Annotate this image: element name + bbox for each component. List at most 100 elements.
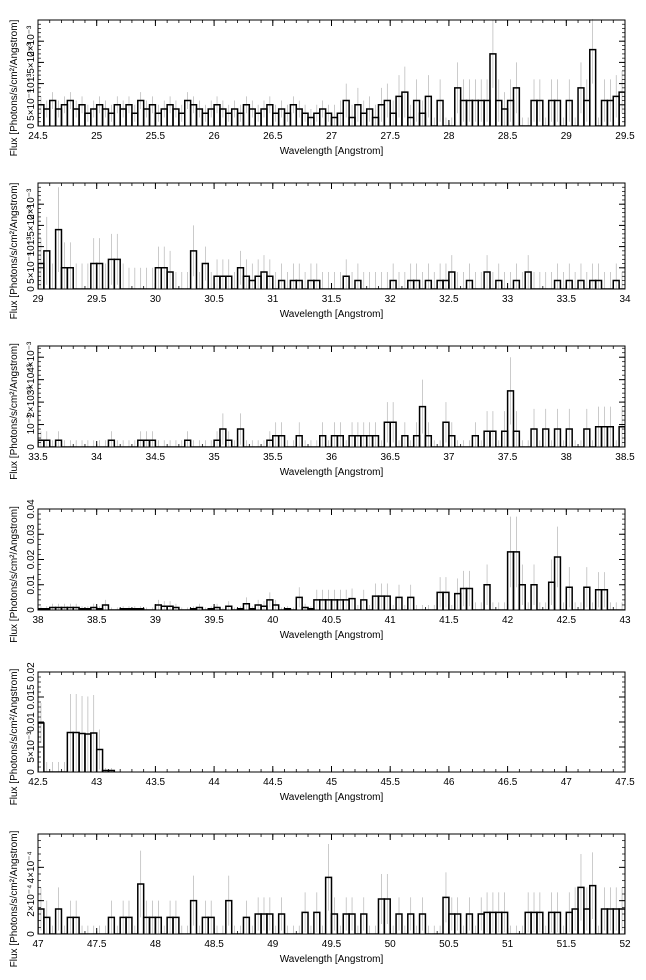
histogram-bin [336, 435, 344, 447]
x-tick-label: 41.5 [439, 615, 459, 626]
histogram-bin [465, 279, 474, 289]
histogram-bin [489, 430, 497, 447]
x-tick-label: 47.5 [87, 939, 107, 950]
histogram-bin [383, 898, 391, 934]
x-tick-label: 38.5 [615, 452, 635, 463]
histogram-bin [324, 876, 333, 934]
histogram-bin [113, 258, 121, 289]
x-tick-label: 24.5 [28, 131, 48, 142]
histogram-bin [154, 916, 163, 934]
histogram-bin [542, 428, 550, 447]
histogram-bin [553, 556, 562, 610]
histogram-bin [418, 913, 427, 934]
x-tick-label: 39.5 [204, 615, 224, 626]
x-axis-label: Wavelength [Angstrom] [280, 146, 384, 157]
y-tick-label: 10⁻³ [26, 236, 37, 256]
x-tick-label: 47 [561, 777, 573, 788]
x-tick-label: 46 [443, 777, 455, 788]
y-tick-label: 0 [26, 607, 37, 613]
x-tick-label: 34 [91, 452, 103, 463]
histogram-bin [348, 597, 356, 610]
histogram-bin [295, 596, 303, 610]
histogram-bin [242, 916, 251, 934]
x-tick-label: 49 [267, 939, 279, 950]
histogram-bin [589, 48, 597, 126]
chart-panel-5: 42.5 43 43.5 44 44.5 45 45.5 46 46.5 47 47.5 0 5×10⁻… [9, 662, 635, 806]
histogram-bin [184, 439, 192, 447]
x-tick-label: 36 [326, 452, 338, 463]
plot-area [38, 357, 625, 447]
histogram-bin [512, 279, 521, 289]
x-tick-label: 38 [561, 452, 573, 463]
chart-panel-4: 38 38.5 39 39.5 40 40.5 41 41.5 42 42.5 43 0 0.01 0.0… [9, 499, 631, 643]
y-tick-label: 0 [26, 123, 37, 129]
y-tick-label: 5×10⁻³ [26, 731, 37, 763]
x-tick-label: 31 [267, 294, 279, 305]
histogram-bin [95, 748, 104, 772]
y-tick-label: 4×10⁻⁴ [26, 851, 37, 883]
x-axis-label: Wavelength [Angstrom] [280, 309, 384, 320]
histogram-bin [43, 916, 51, 934]
x-tick-label: 43.5 [146, 777, 166, 788]
x-tick-label: 52 [619, 939, 631, 950]
histogram-bin [454, 913, 462, 934]
y-tick-label: 0.04 [26, 499, 37, 519]
y-axis-label: Flux [Photons/s/cm²/Angstrom] [9, 506, 20, 643]
histogram-bin [242, 602, 251, 610]
histogram-bin [565, 428, 573, 447]
x-tick-label: 47.5 [615, 777, 635, 788]
histogram-bin [125, 916, 133, 934]
y-tick-label: 5×10⁻⁴ [26, 252, 37, 284]
x-tick-label: 32 [385, 294, 397, 305]
y-tick-label: 4×10⁻³ [26, 341, 37, 373]
x-tick-label: 36.5 [380, 452, 400, 463]
plot-area [38, 19, 625, 126]
x-tick-label: 29.5 [615, 131, 635, 142]
histogram-bin [371, 435, 380, 447]
histogram-bin [489, 53, 497, 126]
histogram-bin [189, 899, 198, 934]
histogram-bin [512, 551, 521, 610]
chart-panel-2: 29 29.5 30 30.5 31 31.5 32 32.5 33 33.5 3405×10⁻⁴1… [9, 182, 631, 320]
histogram-bin [553, 279, 562, 289]
histogram-bin [225, 275, 233, 289]
histogram-bin [225, 439, 233, 447]
plot-area [38, 516, 625, 610]
histogram-bin [553, 911, 562, 934]
histogram-bin [448, 271, 456, 289]
histogram-bin [612, 279, 620, 289]
histogram-bin [583, 428, 591, 447]
y-tick-label: 2×10⁻³ [26, 386, 37, 418]
y-tick-label: 0.01 [26, 712, 37, 732]
x-axis-label: Wavelength [Angstrom] [280, 954, 384, 965]
histogram-bin [277, 913, 286, 934]
x-tick-label: 33 [502, 294, 514, 305]
histogram-bin [401, 435, 409, 447]
histogram-bin [536, 911, 544, 934]
y-axis-label: Flux [Photons/s/cm²/Angstrom] [9, 182, 20, 319]
histogram-bin [424, 435, 433, 447]
y-tick-label: 0.02 [26, 662, 37, 682]
histogram-bin [137, 883, 145, 934]
histogram-bin [530, 584, 538, 610]
histogram-bin [418, 405, 427, 447]
histogram-bin [589, 884, 597, 934]
histogram-bin [483, 584, 491, 610]
x-tick-label: 25.5 [146, 131, 166, 142]
x-tick-label: 26.5 [263, 131, 283, 142]
histogram-bin [465, 587, 474, 610]
y-tick-label: 10⁻³ [26, 73, 37, 93]
x-tick-label: 43 [619, 615, 631, 626]
histogram-bin [295, 435, 303, 447]
histogram-bin [524, 271, 532, 289]
histogram-bin [518, 584, 526, 610]
x-tick-label: 48.5 [204, 939, 224, 950]
histogram-bin [594, 279, 603, 289]
x-tick-label: 44 [209, 777, 221, 788]
histogram-bin [225, 899, 233, 934]
x-tick-label: 51 [502, 939, 514, 950]
histogram-bin [219, 428, 227, 447]
histogram-bin [512, 430, 521, 447]
x-tick-label: 49.5 [322, 939, 342, 950]
histogram-bin [207, 916, 215, 934]
